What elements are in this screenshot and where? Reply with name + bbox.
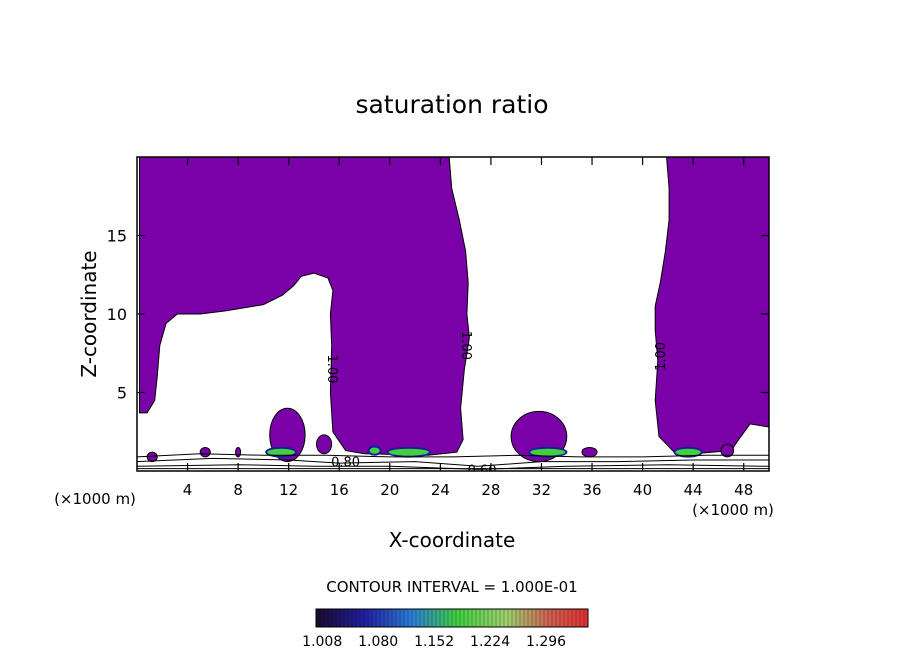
high-ratio-core-1 <box>388 448 429 456</box>
surface-contour-0 <box>137 453 769 458</box>
colorbar: 1.008 1.080 1.152 1.224 1.296 <box>302 608 589 650</box>
supersaturated-blob-6 <box>235 446 242 458</box>
x-tick-label-10: 44 <box>684 481 703 499</box>
x-tick-label-8: 36 <box>582 481 601 499</box>
x-tick-label-4: 20 <box>380 481 399 499</box>
surface-contour-2 <box>137 464 769 470</box>
plot-area: 1.00 1.00 1.00 0.80 0.60 <box>137 157 769 479</box>
supersaturated-blob-7 <box>720 443 735 458</box>
x-tick-label-7: 32 <box>532 481 551 499</box>
x-tick-label-5: 24 <box>431 481 450 499</box>
colorbar-tick-label-3: 1.224 <box>470 634 510 650</box>
y-axis: 5 10 15 <box>107 227 769 403</box>
colorbar-ticks: 1.008 1.080 1.152 1.224 1.296 <box>302 634 566 650</box>
x-axis-label: X-coordinate <box>389 528 516 552</box>
y-tick-label-2: 15 <box>107 227 127 246</box>
supersaturated-blob-5 <box>146 451 158 463</box>
y-tick-label-1: 10 <box>107 305 127 324</box>
colorbar-tick-label-4: 1.296 <box>526 634 566 650</box>
supersaturated-blob-2 <box>315 434 333 455</box>
x-tick-label-3: 16 <box>330 481 349 499</box>
colorbar-tick-label-0: 1.008 <box>302 634 342 650</box>
contour-label-3: 0.80 <box>331 456 360 471</box>
chart-title: saturation ratio <box>355 90 548 119</box>
supersaturated-blob-4 <box>581 446 598 458</box>
x-tick-label-0: 4 <box>183 481 193 499</box>
y-tick-label-0: 5 <box>117 384 127 403</box>
high-ratio-core-3 <box>675 448 701 456</box>
x-tick-label-1: 8 <box>233 481 243 499</box>
high-ratio-core-0 <box>267 448 296 456</box>
colorbar-tick-label-2: 1.152 <box>414 634 454 650</box>
x-unit-left: (×1000 m) <box>54 490 136 508</box>
supersaturated-blob-3 <box>199 446 211 458</box>
x-axis: 4 8 12 16 20 24 28 32 36 40 44 48 <box>183 157 753 499</box>
x-tick-label-11: 48 <box>734 481 753 499</box>
surface-contour-1 <box>137 457 769 467</box>
contour-interval-text: CONTOUR INTERVAL = 1.000E-01 <box>326 578 577 596</box>
contour-label-2: 1.00 <box>654 342 669 371</box>
contour-label-0: 1.00 <box>324 354 339 383</box>
high-ratio-core-2 <box>530 448 566 456</box>
contour-label-1: 1.00 <box>458 331 473 360</box>
x-tick-label-9: 40 <box>633 481 652 499</box>
colorbar-tick-label-1: 1.080 <box>358 634 398 650</box>
x-tick-label-2: 12 <box>279 481 298 499</box>
y-axis-label: Z-coordinate <box>77 250 101 377</box>
x-unit-right: (×1000 m) <box>692 501 774 519</box>
supersaturated-region-right <box>654 157 769 455</box>
colorbar-stripes <box>319 609 585 627</box>
high-ratio-core-4 <box>369 447 380 454</box>
contour-label-4: 0.60 <box>468 464 497 479</box>
supersaturated-region-main <box>139 157 470 456</box>
x-tick-label-6: 28 <box>481 481 500 499</box>
